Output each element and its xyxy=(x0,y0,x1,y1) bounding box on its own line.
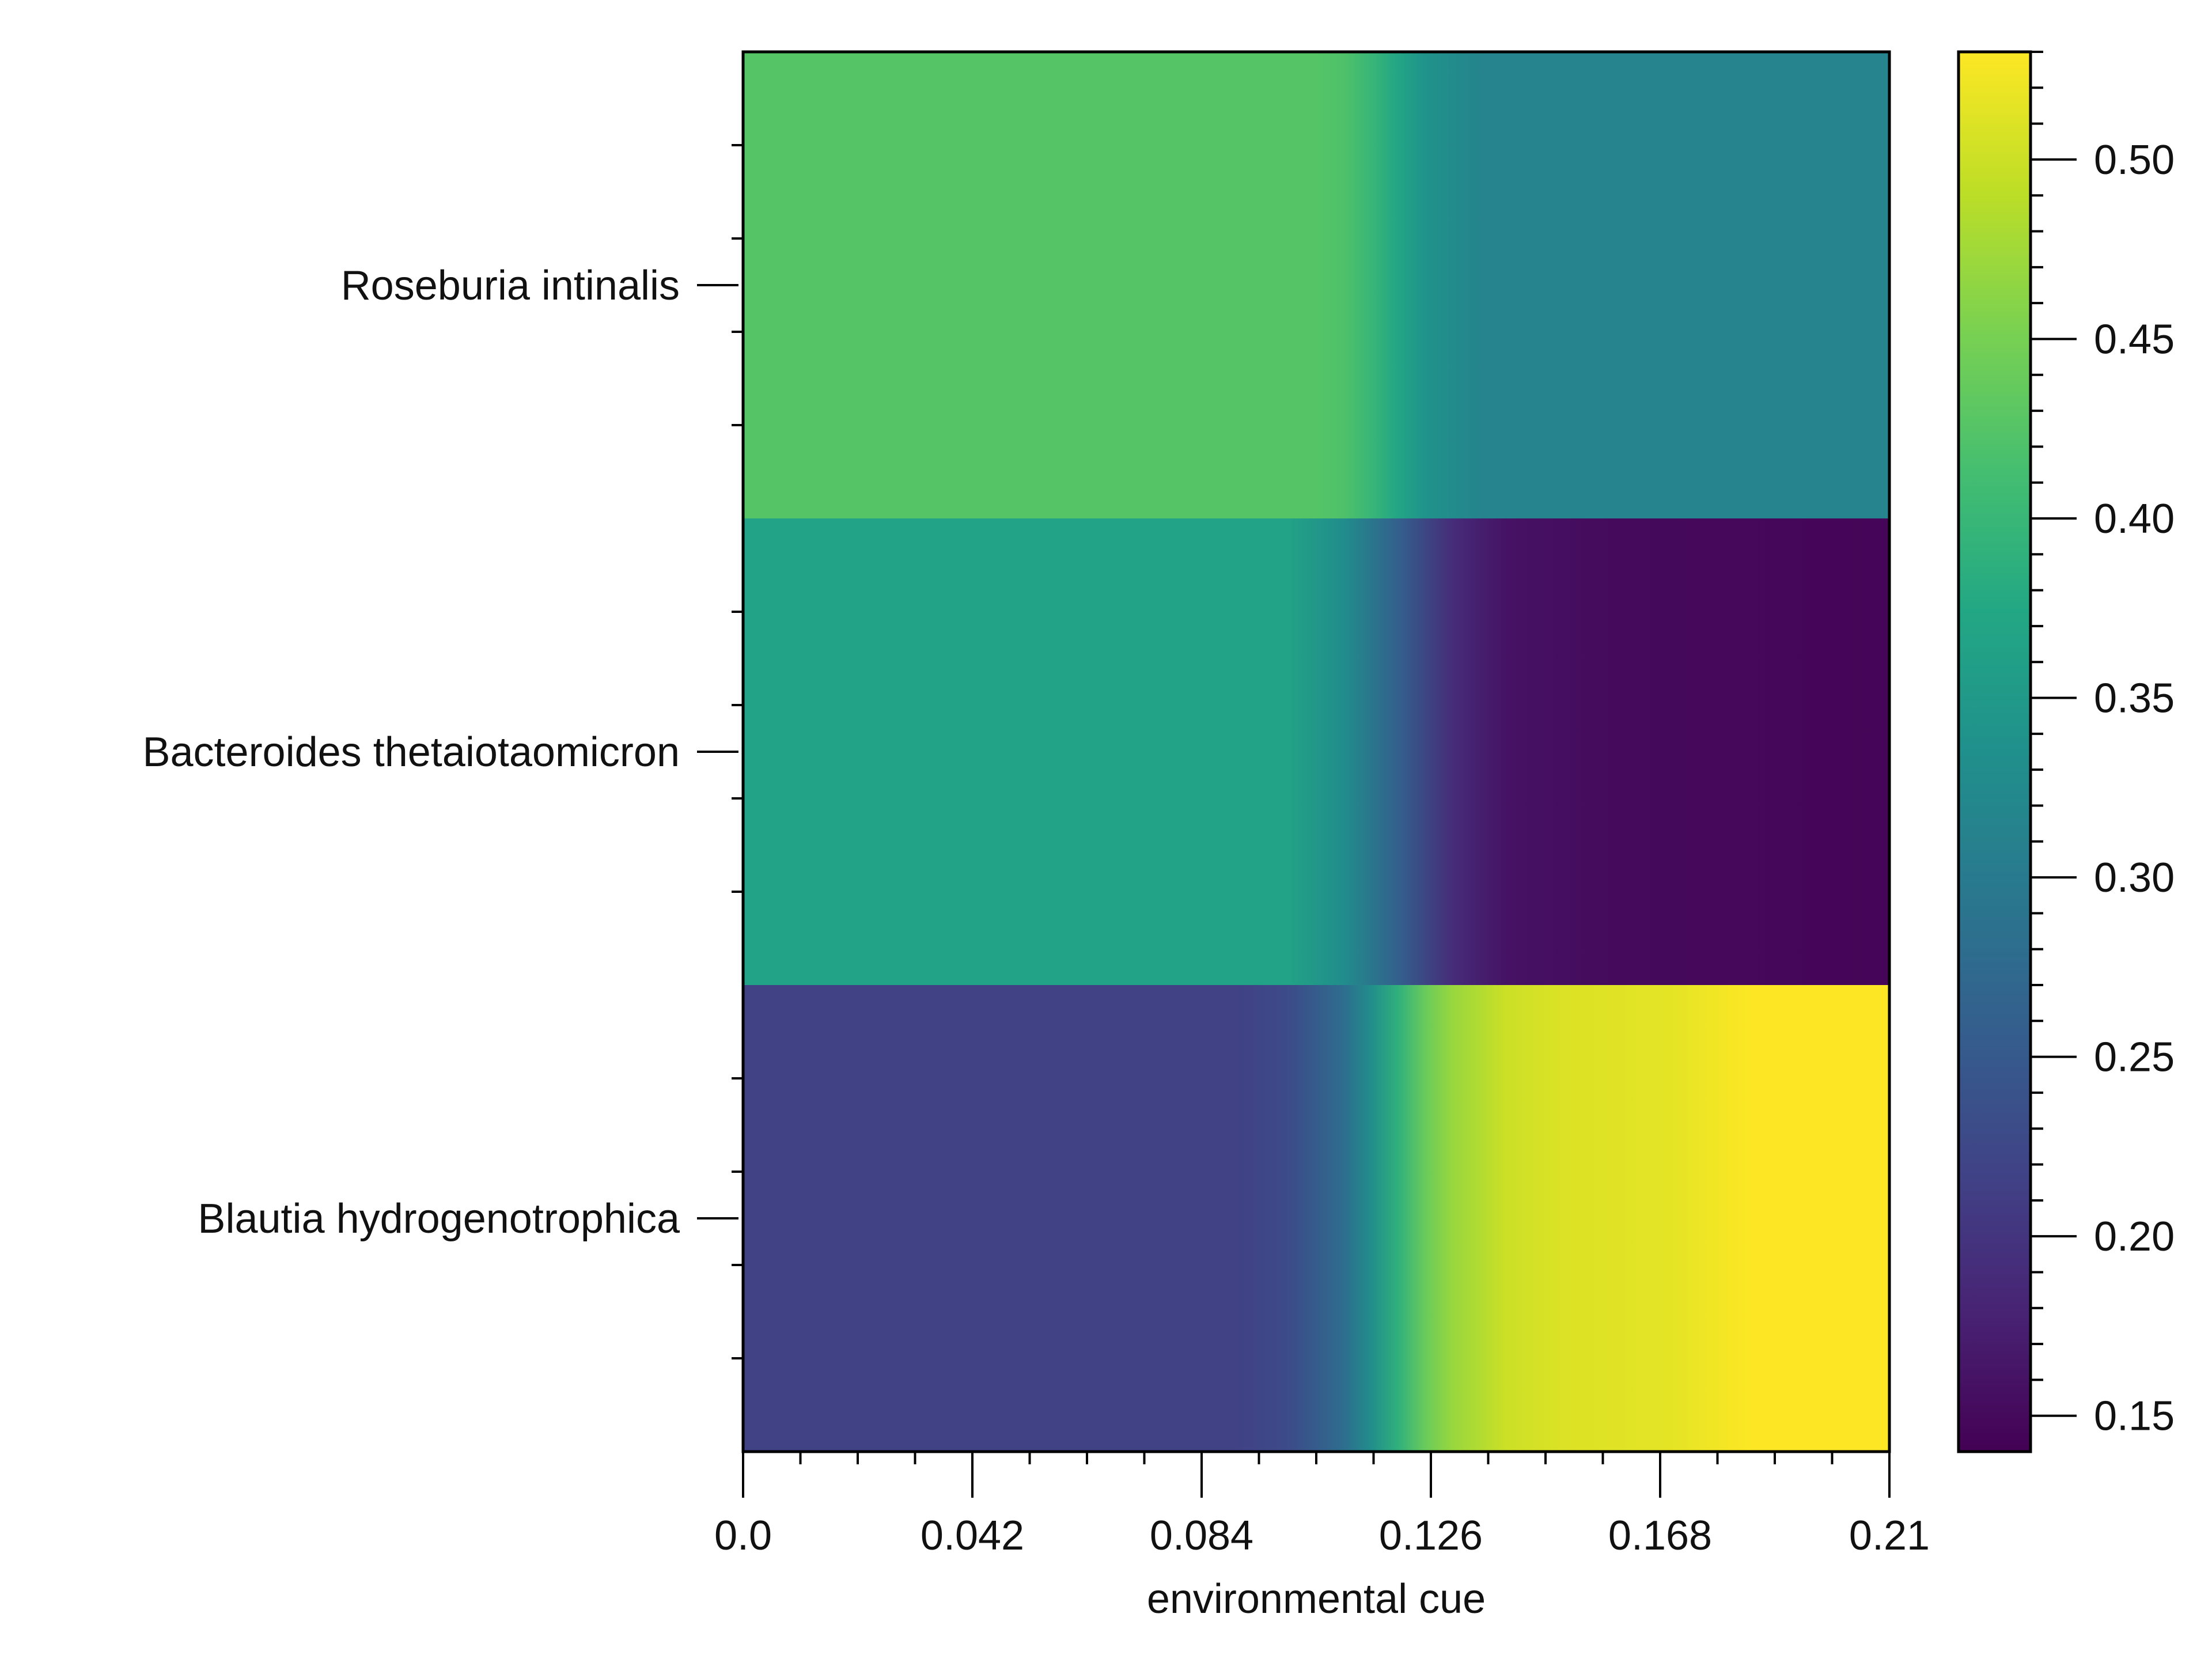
colorbar-fill xyxy=(1959,52,2031,1452)
colorbar-tick-label: 0.45 xyxy=(2094,316,2175,362)
colorbar-tick-label: 0.20 xyxy=(2094,1214,2175,1260)
colorbar-frame xyxy=(1957,50,2032,1453)
colorbar: 0.15 0.20 0.25 0.30 0.35 0.40 0.45 0.50 xyxy=(1957,50,2175,1453)
x-axis: 0.0 0.042 0.084 0.126 0.168 0.21 xyxy=(714,1452,1930,1559)
colorbar-tick-label: 0.30 xyxy=(2094,855,2175,901)
colorbar-tick-label: 0.25 xyxy=(2094,1035,2175,1081)
x-tick-label: 0.168 xyxy=(1608,1513,1712,1559)
heatmap-row xyxy=(743,985,1889,1452)
x-tick-label: 0.126 xyxy=(1379,1513,1483,1559)
colorbar-tick-label: 0.15 xyxy=(2094,1393,2175,1440)
x-tick-label: 0.0 xyxy=(714,1513,772,1559)
heatmap-rows xyxy=(743,52,1889,1452)
colorbar-ticks: 0.15 0.20 0.25 0.30 0.35 0.40 0.45 0.50 xyxy=(2031,51,2175,1440)
heatmap-row xyxy=(743,518,1889,985)
y-axis: Roseburia intinalis Bacteroides thetaiota… xyxy=(142,144,742,1359)
y-tick-label: Blautia hydrogenotrophica xyxy=(198,1196,680,1242)
x-tick-label: 0.084 xyxy=(1150,1513,1253,1559)
colorbar-tick-label: 0.40 xyxy=(2094,496,2175,542)
x-axis-label: environmental cue xyxy=(1147,1576,1486,1622)
heatmap-row xyxy=(743,52,1889,518)
x-tick-label: 0.21 xyxy=(1849,1513,1930,1559)
colorbar-tick-label: 0.50 xyxy=(2094,137,2175,183)
y-tick-label: Roseburia intinalis xyxy=(341,263,680,309)
y-tick-label: Bacteroides thetaiotaomicron xyxy=(142,729,680,775)
colorbar-tick-label: 0.35 xyxy=(2094,676,2175,722)
x-tick-label: 0.042 xyxy=(921,1513,1024,1559)
